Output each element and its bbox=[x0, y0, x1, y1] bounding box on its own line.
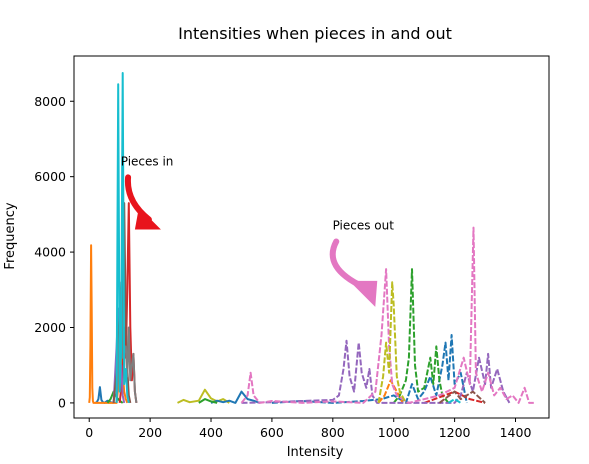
series-layer bbox=[88, 72, 534, 404]
series-line-out-17 bbox=[438, 390, 486, 404]
x-tick-label: 1400 bbox=[500, 425, 532, 440]
series-line-in-8 bbox=[115, 72, 130, 404]
plot-frame bbox=[73, 55, 550, 419]
series-line-out-18 bbox=[240, 226, 534, 404]
x-axis-label: Intensity bbox=[287, 445, 344, 460]
series-line-out-20 bbox=[447, 398, 462, 404]
x-tick-label: 0 bbox=[85, 425, 93, 440]
y-tick-label: 2000 bbox=[34, 320, 66, 335]
series-line-out-11 bbox=[198, 398, 218, 404]
series-line-out-10 bbox=[210, 390, 261, 404]
series-line-out-14 bbox=[392, 268, 450, 404]
y-axis-label: Frequency bbox=[3, 202, 18, 269]
annotation-label: Pieces out bbox=[333, 218, 395, 232]
x-tick-label: 1200 bbox=[439, 425, 471, 440]
annotation-layer: Pieces in Pieces out bbox=[121, 154, 395, 307]
x-tick-label: 1000 bbox=[378, 425, 410, 440]
annotation-label: Pieces in bbox=[121, 154, 174, 168]
series-line-out-19 bbox=[377, 281, 407, 404]
y-tick-label: 4000 bbox=[34, 245, 66, 260]
series-line-out-16 bbox=[241, 339, 511, 404]
y-axis-ticks: 0 2000 4000 6000 8000 bbox=[34, 94, 74, 410]
plot-area: Pieces in Pieces out 0 200 400 600 800 1000 120… bbox=[34, 55, 550, 440]
chart-title: Intensities when pieces in and out bbox=[178, 24, 452, 43]
y-tick-label: 0 bbox=[58, 395, 66, 410]
series-line-out-9 bbox=[177, 388, 230, 404]
x-axis-ticks: 0 200 400 600 800 1000 1200 1400 bbox=[85, 418, 531, 440]
annotation-arrow-head bbox=[134, 207, 161, 230]
y-tick-label: 8000 bbox=[34, 94, 66, 109]
x-tick-label: 800 bbox=[321, 425, 345, 440]
x-tick-label: 200 bbox=[138, 425, 162, 440]
y-tick-label: 6000 bbox=[34, 169, 66, 184]
series-line-out-12 bbox=[271, 334, 468, 404]
annotation-arrow-head bbox=[349, 280, 378, 307]
x-tick-label: 400 bbox=[199, 425, 223, 440]
x-tick-label: 600 bbox=[260, 425, 284, 440]
